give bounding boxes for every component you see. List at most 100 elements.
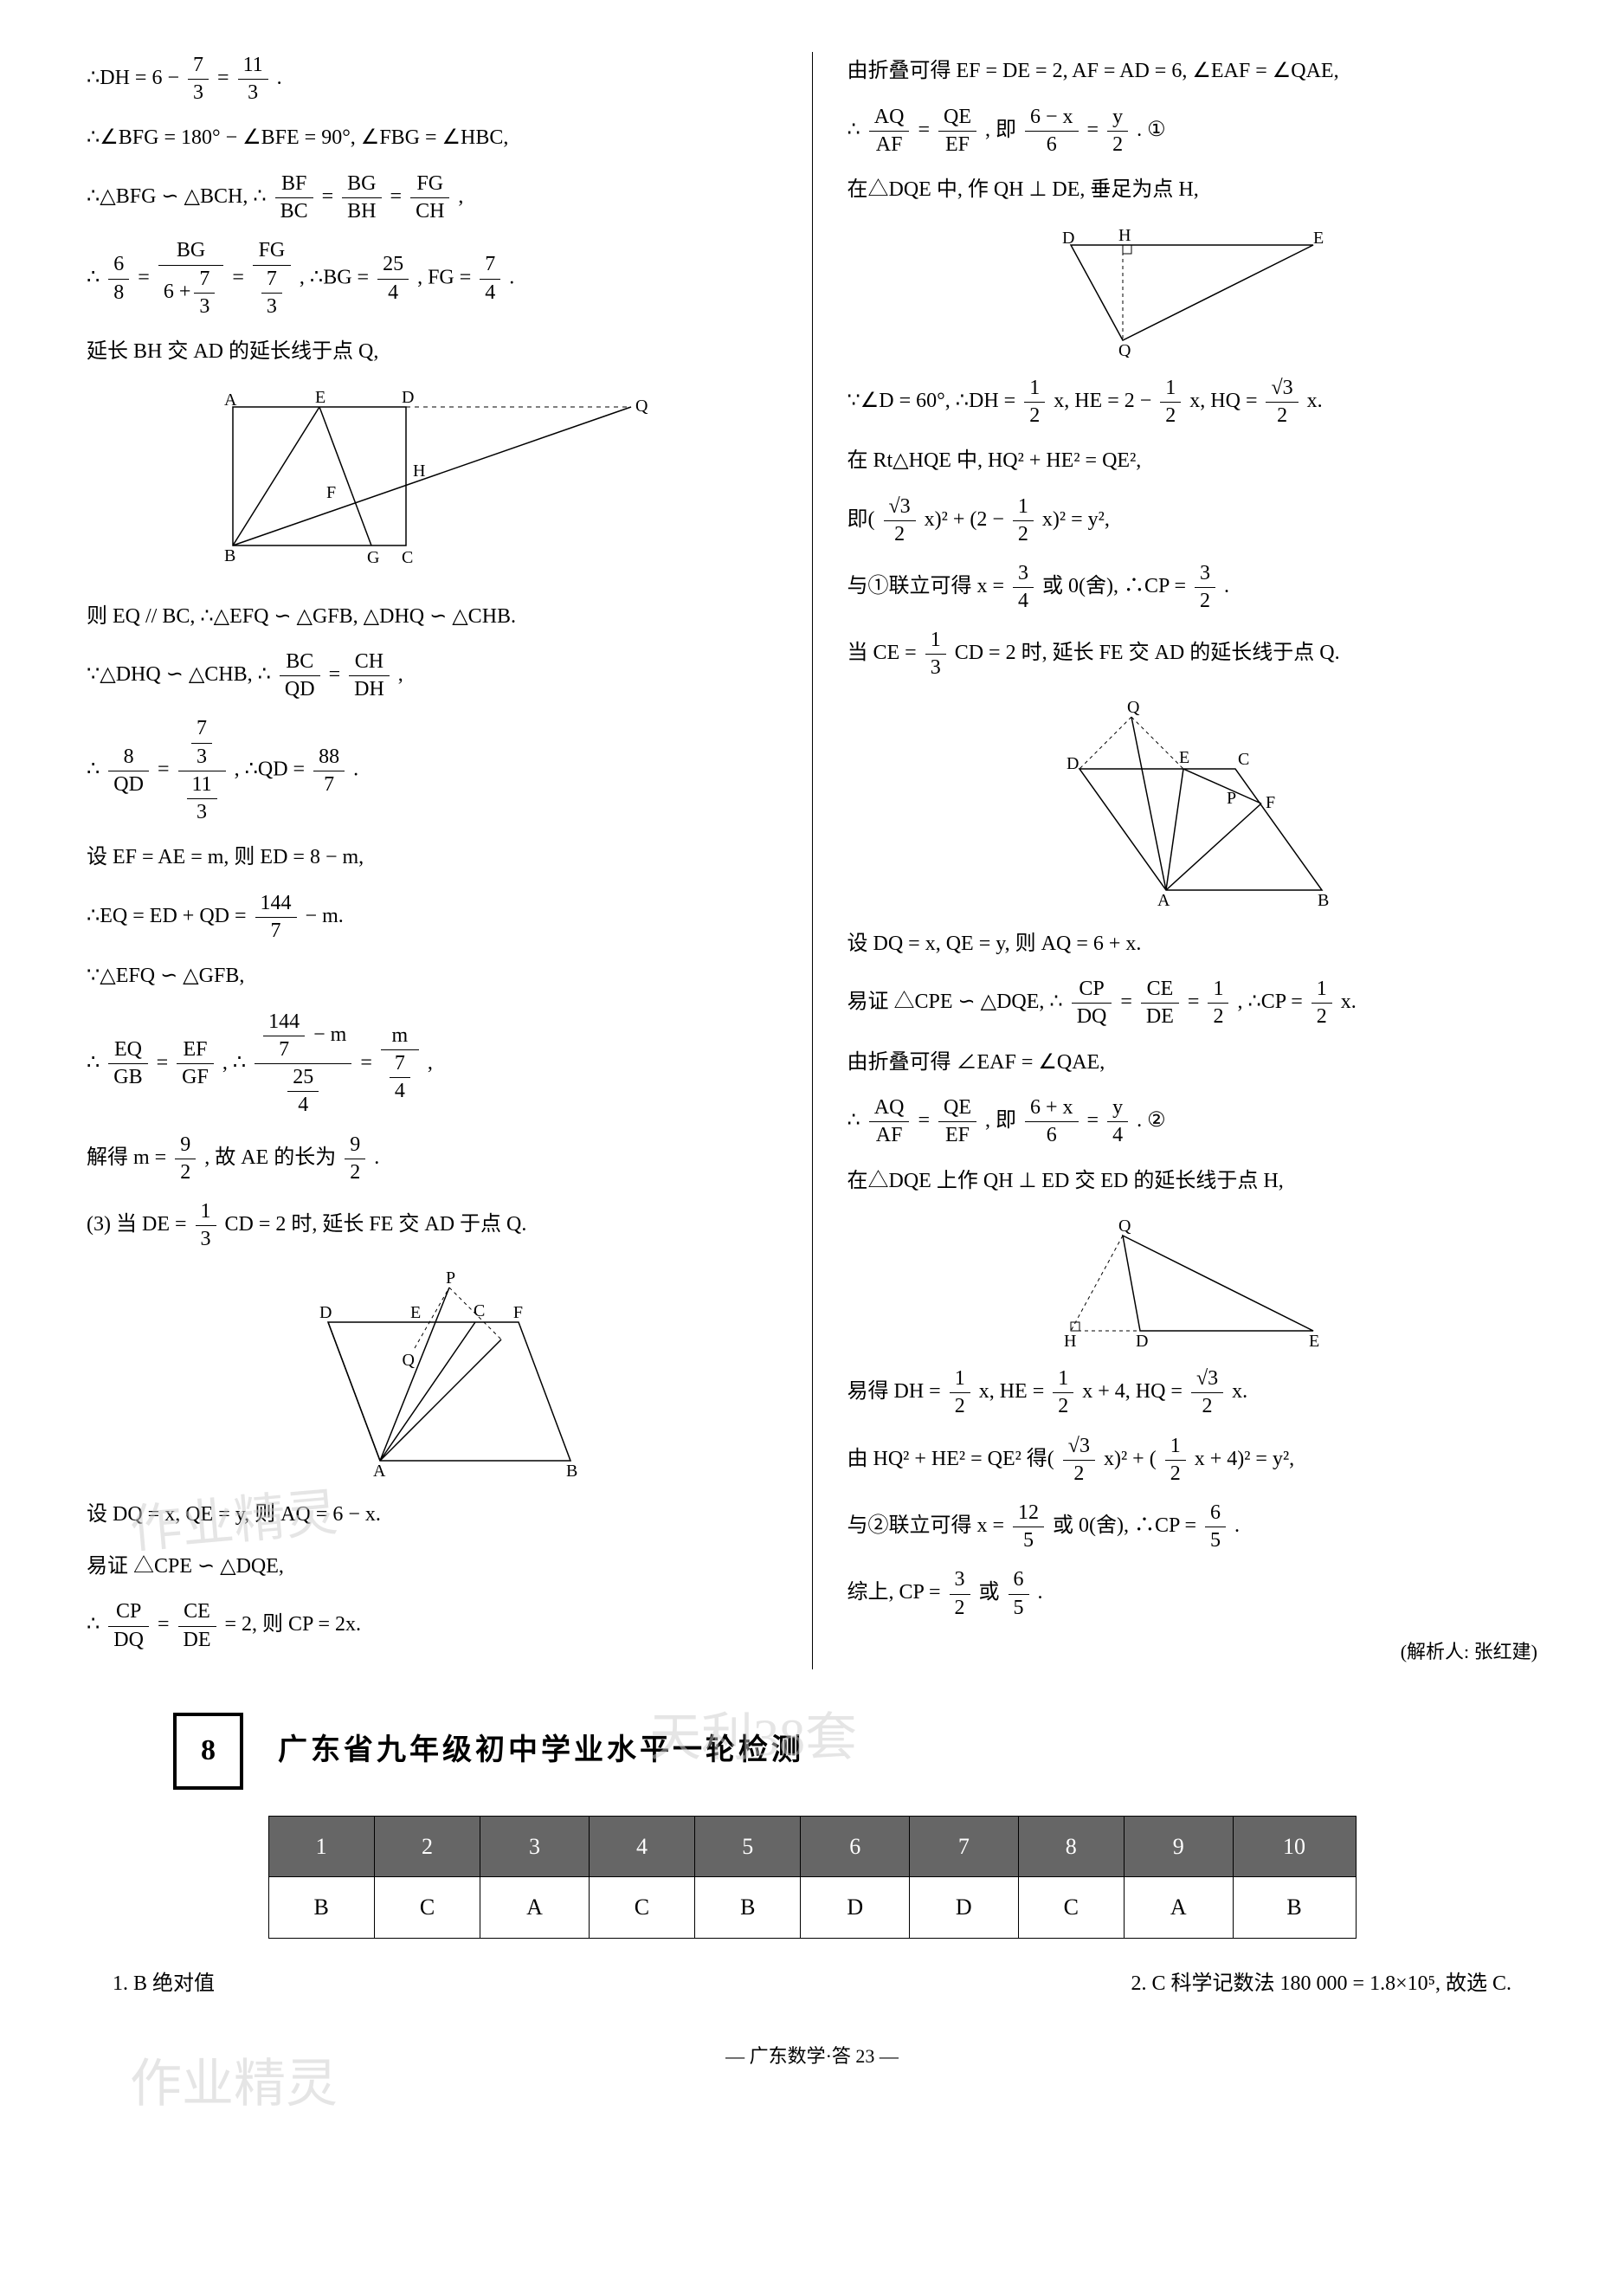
svg-text:G: G: [367, 548, 379, 567]
table-header-cell: 8: [1018, 1817, 1124, 1877]
table-cell: C: [1018, 1877, 1124, 1938]
figure-5: Q H D E: [847, 1218, 1538, 1348]
table-cell: A: [480, 1877, 590, 1938]
svg-text:E: E: [1179, 748, 1189, 767]
svg-text:D: D: [1067, 754, 1079, 773]
section-title: 广东省九年级初中学业水平一轮检测: [278, 1723, 804, 1779]
math-line: 延长 BH 交 AD 的延长线于点 Q,: [87, 332, 777, 372]
figure-3: D H E Q: [847, 228, 1538, 358]
math-line: 综上, CP = 32 或 65 .: [847, 1566, 1538, 1621]
table-cell: B: [268, 1877, 374, 1938]
figure-1: A E D Q F H B G C: [87, 390, 777, 580]
math-line: 当 CE = 13 CD = 2 时, 延长 FE 交 AD 的延长线于点 Q.: [847, 627, 1538, 681]
math-line: 在△DQE 中, 作 QH ⊥ DE, 垂足为点 H,: [847, 171, 1538, 210]
svg-text:E: E: [1309, 1332, 1319, 1348]
svg-text:D: D: [402, 390, 414, 407]
math-line: 由折叠可得 ∠EAF = ∠QAE,: [847, 1043, 1538, 1083]
svg-text:B: B: [566, 1462, 577, 1478]
math-line: 易证 △CPE ∽ △DQE,: [87, 1547, 777, 1587]
section-number: 8: [173, 1713, 243, 1790]
svg-text:Q: Q: [635, 397, 648, 416]
table-cell: B: [695, 1877, 801, 1938]
svg-text:P: P: [1227, 789, 1236, 808]
math-line: 由 HQ² + HE² = QE² 得( √32 x)² + ( 12 x + …: [847, 1433, 1538, 1488]
svg-text:E: E: [410, 1303, 421, 1322]
math-line: ∵△DHQ ∽ △CHB, ∴ BCQD = CHDH ,: [87, 649, 777, 703]
table-cell: C: [374, 1877, 480, 1938]
svg-text:A: A: [373, 1462, 386, 1478]
table-header-cell: 3: [480, 1817, 590, 1877]
figure-4: Q D E C P F A B: [847, 700, 1538, 907]
column-divider: [812, 52, 813, 1669]
math-line: 与①联立可得 x = 34 或 0(舍), ∴CP = 32 .: [847, 560, 1538, 615]
svg-text:Q: Q: [1118, 1218, 1131, 1236]
svg-text:A: A: [1157, 891, 1170, 907]
page-footer: — 广东数学·答 23 —: [87, 2038, 1537, 2075]
bottom-answers: 1. B 绝对值 2. C 科学记数法 180 000 = 1.8×10⁵, 故…: [87, 1965, 1537, 2004]
table-header-cell: 2: [374, 1817, 480, 1877]
math-line: ∴DH = 6 − 73 = 113 .: [87, 52, 777, 107]
svg-text:Q: Q: [1118, 341, 1131, 358]
math-line: 在△DQE 上作 QH ⊥ ED 交 ED 的延长线于点 H,: [847, 1162, 1538, 1202]
math-line: ∴EQ = ED + QD = 1447 − m.: [87, 890, 777, 945]
svg-text:A: A: [224, 391, 237, 410]
svg-text:H: H: [1118, 228, 1131, 245]
figure-2: D E C F P Q A B: [87, 1270, 777, 1478]
table-cell: D: [910, 1877, 1019, 1938]
table-header-cell: 7: [910, 1817, 1019, 1877]
svg-text:D: D: [319, 1303, 332, 1322]
math-line: ∵△EFQ ∽ △GFB,: [87, 957, 777, 997]
table-cell: D: [801, 1877, 910, 1938]
math-line: ∴∠BFG = 180° − ∠BFE = 90°, ∠FBG = ∠HBC,: [87, 119, 777, 158]
math-line: (3) 当 DE = 13 CD = 2 时, 延长 FE 交 AD 于点 Q.: [87, 1198, 777, 1253]
table-header-cell: 4: [589, 1817, 694, 1877]
table-cell: A: [1124, 1877, 1233, 1938]
math-line: 即( √32 x)² + (2 − 12 x)² = y²,: [847, 494, 1538, 548]
svg-text:C: C: [474, 1301, 485, 1320]
svg-text:F: F: [326, 483, 336, 502]
math-line: 易得 DH = 12 x, HE = 12 x + 4, HQ = √32 x.: [847, 1365, 1538, 1420]
answer-1: 1. B 绝对值: [113, 1965, 215, 2004]
svg-text:P: P: [446, 1270, 455, 1288]
table-cell: B: [1233, 1877, 1356, 1938]
svg-text:D: D: [1062, 229, 1074, 248]
section-header: 8 广东省九年级初中学业水平一轮检测: [87, 1713, 1537, 1790]
math-line: ∴ 8QD = 73 113 , ∴QD = 887 .: [87, 715, 777, 826]
svg-text:F: F: [1266, 793, 1275, 812]
table-header-cell: 9: [1124, 1817, 1233, 1877]
math-line: 解得 m = 92 , 故 AE 的长为 92 .: [87, 1132, 777, 1186]
math-line: 设 DQ = x, QE = y, 则 AQ = 6 + x.: [847, 925, 1538, 965]
math-line: ∵∠D = 60°, ∴DH = 12 x, HE = 2 − 12 x, HQ…: [847, 375, 1538, 429]
math-line: 由折叠可得 EF = DE = 2, AF = AD = 6, ∠EAF = ∠…: [847, 52, 1538, 92]
svg-text:B: B: [1318, 891, 1329, 907]
math-line: ∴ CPDQ = CEDE = 2, 则 CP = 2x.: [87, 1598, 777, 1653]
svg-text:B: B: [224, 546, 235, 565]
math-line: 设 EF = AE = m, 则 ED = 8 − m,: [87, 838, 777, 878]
table-header-cell: 5: [695, 1817, 801, 1877]
svg-text:D: D: [1136, 1332, 1148, 1348]
svg-text:C: C: [1238, 750, 1249, 769]
svg-text:H: H: [413, 462, 425, 481]
math-line: 与②联立可得 x = 125 或 0(舍), ∴CP = 65 .: [847, 1500, 1538, 1554]
left-column: ∴DH = 6 − 73 = 113 . ∴∠BFG = 180° − ∠BFE…: [87, 52, 777, 1669]
author-credit: (解析人: 张红建): [847, 1634, 1538, 1670]
table-cell: C: [589, 1877, 694, 1938]
svg-text:H: H: [1064, 1332, 1076, 1348]
svg-text:E: E: [315, 390, 325, 407]
table-header-cell: 6: [801, 1817, 910, 1877]
answer-table: 12345678910 BCACBDDCAB: [268, 1816, 1357, 1939]
table-header-cell: 1: [268, 1817, 374, 1877]
svg-text:Q: Q: [402, 1351, 415, 1370]
table-header-cell: 10: [1233, 1817, 1356, 1877]
svg-text:C: C: [402, 548, 413, 567]
math-line: ∴ AQAF = QEEF , 即 6 − x6 = y2 . ①: [847, 104, 1538, 158]
math-line: 则 EQ // BC, ∴△EFQ ∽ △GFB, △DHQ ∽ △CHB.: [87, 597, 777, 637]
right-column: 由折叠可得 EF = DE = 2, AF = AD = 6, ∠EAF = ∠…: [847, 52, 1538, 1669]
svg-text:Q: Q: [1127, 700, 1140, 717]
math-line: ∴ AQAF = QEEF , 即 6 + x6 = y4 . ②: [847, 1094, 1538, 1149]
math-line: 在 Rt△HQE 中, HQ² + HE² = QE²,: [847, 442, 1538, 481]
math-line: 设 DQ = x, QE = y, 则 AQ = 6 − x.: [87, 1495, 777, 1535]
svg-text:E: E: [1313, 229, 1324, 248]
math-line: ∴△BFG ∽ △BCH, ∴ BFBC = BGBH = FGCH ,: [87, 171, 777, 225]
math-line: ∴ 68 = BG6 +73 = FG73 , ∴BG = 254 , FG =…: [87, 237, 777, 320]
